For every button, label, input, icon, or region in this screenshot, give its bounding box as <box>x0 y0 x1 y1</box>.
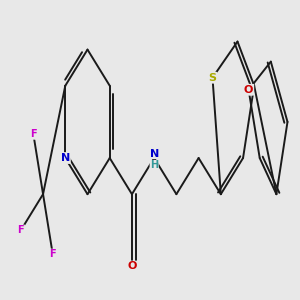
Text: F: F <box>50 249 56 260</box>
Text: O: O <box>127 262 136 272</box>
Text: F: F <box>17 225 24 235</box>
Text: S: S <box>208 73 217 83</box>
Text: H: H <box>150 160 158 170</box>
Text: N: N <box>61 153 70 163</box>
Text: F: F <box>30 129 37 139</box>
Text: O: O <box>244 85 253 95</box>
Text: N: N <box>149 148 159 159</box>
